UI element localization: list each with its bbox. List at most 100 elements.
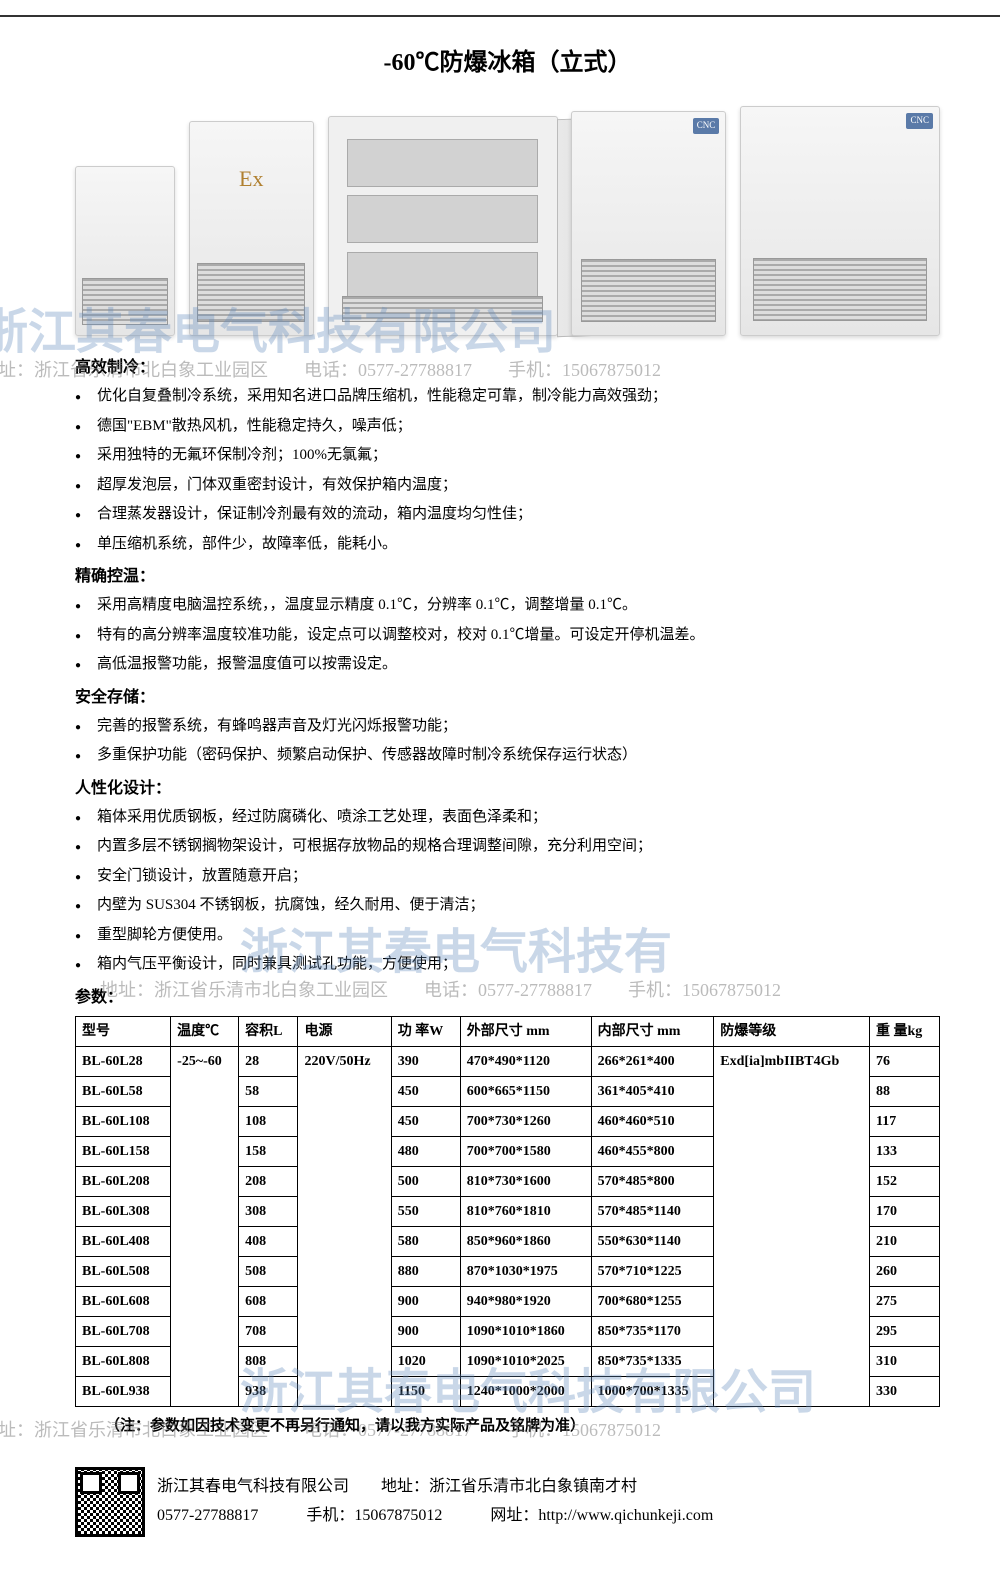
table-header-row: 型号温度℃容积L电源功 率W外部尺寸 mm内部尺寸 mm防爆等级重 量kg (76, 1016, 940, 1046)
section-heading: 精确控温： (75, 565, 940, 589)
cell-weight: 275 (870, 1286, 940, 1316)
page: 浙江其春电气科技有限公司 地址：浙江省乐清市北白象工业园区 电话：0577-27… (0, 15, 1000, 1557)
table-header-cell: 型号 (76, 1016, 171, 1046)
table-header-cell: 电源 (298, 1016, 391, 1046)
spec-item: 箱内气压平衡设计，同时兼具测试孔功能，方便使用； (97, 952, 940, 978)
cell-temp: -25~-60 (171, 1046, 239, 1406)
footer-text: 浙江其春电气科技有限公司 地址：浙江省乐清市北白象镇南才村 0577-27788… (157, 1473, 713, 1531)
cell-power: 900 (391, 1286, 460, 1316)
table-body: BL-60L28-25~-6028220V/50Hz390470*490*112… (76, 1046, 940, 1406)
cell-int: 570*485*800 (591, 1166, 714, 1196)
section-heading: 安全存储： (75, 686, 940, 710)
spec-item: 完善的报警系统，有蜂鸣器声音及灯光闪烁报警功能； (97, 714, 940, 740)
cell-volume: 208 (239, 1166, 298, 1196)
cell-ext: 810*760*1810 (460, 1196, 591, 1226)
cell-power: 450 (391, 1076, 460, 1106)
section-heading: 人性化设计： (75, 777, 940, 801)
cell-volume: 508 (239, 1256, 298, 1286)
cell-volume: 28 (239, 1046, 298, 1076)
cell-volume: 58 (239, 1076, 298, 1106)
cell-weight: 133 (870, 1136, 940, 1166)
cell-model: BL-60L308 (76, 1196, 171, 1226)
cell-weight: 88 (870, 1076, 940, 1106)
table-header-cell: 内部尺寸 mm (591, 1016, 714, 1046)
cell-power: 450 (391, 1106, 460, 1136)
cell-volume: 808 (239, 1346, 298, 1376)
cell-power-supply: 220V/50Hz (298, 1046, 391, 1406)
cell-model: BL-60L608 (76, 1286, 171, 1316)
cell-model: BL-60L158 (76, 1136, 171, 1166)
table-header-cell: 防爆等级 (714, 1016, 870, 1046)
cell-int: 361*405*410 (591, 1076, 714, 1106)
cell-ex-rating: Exd[ia]mbIIBT4Gb (714, 1046, 870, 1406)
cell-int: 1000*700*1335 (591, 1376, 714, 1406)
cell-int: 266*261*400 (591, 1046, 714, 1076)
params-heading: 参数： (75, 986, 940, 1010)
cell-weight: 330 (870, 1376, 940, 1406)
cell-power: 500 (391, 1166, 460, 1196)
params-table: 型号温度℃容积L电源功 率W外部尺寸 mm内部尺寸 mm防爆等级重 量kg BL… (75, 1016, 940, 1407)
cell-power: 390 (391, 1046, 460, 1076)
spec-item: 合理蒸发器设计，保证制冷剂最有效的流动，箱内温度均匀性佳； (97, 502, 940, 528)
cell-ext: 810*730*1600 (460, 1166, 591, 1196)
cell-model: BL-60L108 (76, 1106, 171, 1136)
table-header-cell: 容积L (239, 1016, 298, 1046)
cell-ext: 940*980*1920 (460, 1286, 591, 1316)
product-images-row: ExCNCCNC (75, 101, 940, 336)
cell-weight: 310 (870, 1346, 940, 1376)
cell-int: 700*680*1255 (591, 1286, 714, 1316)
spec-item: 采用高精度电脑温控系统，，温度显示精度 0.1℃，分辨率 0.1℃，调整增量 0… (97, 593, 940, 619)
cell-power: 1020 (391, 1346, 460, 1376)
cell-weight: 152 (870, 1166, 940, 1196)
page-title: -60℃防爆冰箱（立式） (75, 45, 940, 81)
spec-item: 重型脚轮方便使用。 (97, 923, 940, 949)
spec-item: 安全门锁设计，放置随意开启； (97, 864, 940, 890)
cell-int: 570*485*1140 (591, 1196, 714, 1226)
table-row: BL-60L28-25~-6028220V/50Hz390470*490*112… (76, 1046, 940, 1076)
table-header-cell: 外部尺寸 mm (460, 1016, 591, 1046)
cell-power: 580 (391, 1226, 460, 1256)
cell-weight: 117 (870, 1106, 940, 1136)
cell-volume: 308 (239, 1196, 298, 1226)
product-image: CNC (740, 106, 940, 336)
cell-ext: 1240*1000*2000 (460, 1376, 591, 1406)
cell-volume: 408 (239, 1226, 298, 1256)
cell-volume: 608 (239, 1286, 298, 1316)
cell-power: 1150 (391, 1376, 460, 1406)
cell-weight: 260 (870, 1256, 940, 1286)
cell-ext: 700*730*1260 (460, 1106, 591, 1136)
cell-weight: 210 (870, 1226, 940, 1256)
cell-volume: 708 (239, 1316, 298, 1346)
table-header-cell: 温度℃ (171, 1016, 239, 1046)
cell-ext: 1090*1010*2025 (460, 1346, 591, 1376)
section-heading: 高效制冷： (75, 356, 940, 380)
cell-ext: 600*665*1150 (460, 1076, 591, 1106)
cell-ext: 470*490*1120 (460, 1046, 591, 1076)
cell-power: 900 (391, 1316, 460, 1346)
product-image: Ex (189, 121, 314, 336)
spec-item: 内置多层不锈钢搁物架设计，可根据存放物品的规格合理调整间隙，充分利用空间； (97, 834, 940, 860)
cell-model: BL-60L28 (76, 1046, 171, 1076)
cell-int: 550*630*1140 (591, 1226, 714, 1256)
cell-ext: 850*960*1860 (460, 1226, 591, 1256)
cell-weight: 76 (870, 1046, 940, 1076)
spec-item: 优化自复叠制冷系统，采用知名进口品牌压缩机，性能稳定可靠，制冷能力高效强劲； (97, 384, 940, 410)
cell-ext: 870*1030*1975 (460, 1256, 591, 1286)
footer-line-2: 0577-27788817 手机：15067875012 网址：http://w… (157, 1502, 713, 1531)
spec-item: 单压缩机系统，部件少，故障率低，能耗小。 (97, 532, 940, 558)
cell-model: BL-60L508 (76, 1256, 171, 1286)
product-image (328, 116, 558, 336)
cell-int: 460*455*800 (591, 1136, 714, 1166)
spec-list: 优化自复叠制冷系统，采用知名进口品牌压缩机，性能稳定可靠，制冷能力高效强劲；德国… (75, 384, 940, 557)
spec-item: 超厚发泡层，门体双重密封设计，有效保护箱内温度； (97, 473, 940, 499)
spec-list: 箱体采用优质钢板，经过防腐磷化、喷涂工艺处理，表面色泽柔和；内置多层不锈钢搁物架… (75, 805, 940, 978)
cell-model: BL-60L208 (76, 1166, 171, 1196)
spec-item: 内壁为 SUS304 不锈钢板，抗腐蚀，经久耐用、便于清洁； (97, 893, 940, 919)
footer-line-1: 浙江其春电气科技有限公司 地址：浙江省乐清市北白象镇南才村 (157, 1473, 713, 1502)
spec-item: 特有的高分辨率温度较准功能，设定点可以调整校对，校对 0.1℃增量。可设定开停机… (97, 623, 940, 649)
spec-item: 多重保护功能（密码保护、频繁启动保护、传感器故障时制冷系统保存运行状态） (97, 743, 940, 769)
cell-int: 850*735*1170 (591, 1316, 714, 1346)
cell-ext: 700*700*1580 (460, 1136, 591, 1166)
spec-list: 采用高精度电脑温控系统，，温度显示精度 0.1℃，分辨率 0.1℃，调整增量 0… (75, 593, 940, 678)
cell-int: 850*735*1335 (591, 1346, 714, 1376)
